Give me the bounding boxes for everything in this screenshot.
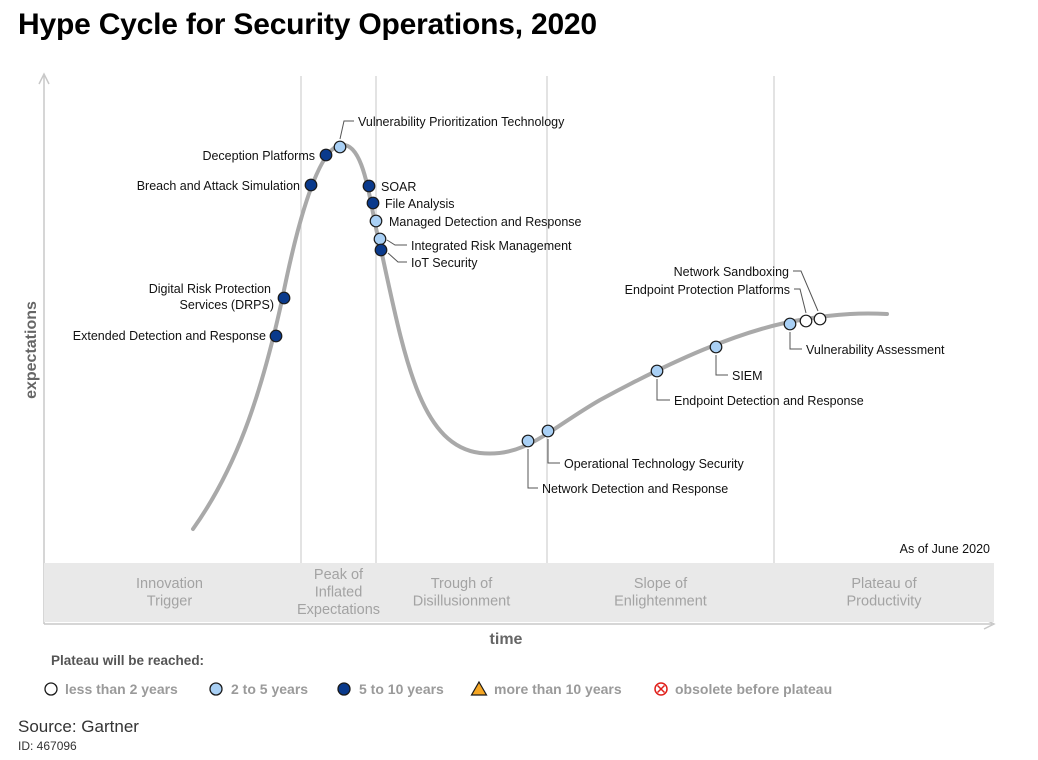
leader-vulnerability-assessment	[789, 332, 802, 350]
phase-band	[44, 563, 994, 622]
source-label: Source: Gartner	[18, 717, 139, 736]
tech-label-network-detection-and-response: Network Detection and Response	[542, 482, 728, 496]
phase-label-innovation-trigger: Innovation Trigger	[136, 576, 203, 610]
y-axis-arrow	[38, 72, 50, 85]
leader-endpoint-detection-and-response	[656, 379, 670, 401]
leader-integrated-risk-management	[386, 239, 407, 246]
marker-iot-security	[374, 243, 388, 257]
legend-symbol-5-to-10-years	[337, 682, 351, 696]
tech-label-digital-risk-protection-services-drps-2: Services (DRPS)	[180, 298, 274, 312]
marker-vulnerability-assessment	[783, 317, 797, 331]
tech-label-breach-and-attack-simulation: Breach and Attack Simulation	[137, 179, 300, 193]
marker-soar	[362, 179, 376, 193]
marker-network-detection-and-response	[521, 434, 535, 448]
x-axis-label: time	[490, 631, 523, 648]
tech-label-siem: SIEM	[732, 369, 763, 383]
marker-endpoint-protection-platforms	[799, 314, 813, 328]
leader-siem	[715, 355, 728, 376]
tech-label-soar: SOAR	[381, 180, 416, 194]
marker-operational-technology-security	[541, 424, 555, 438]
document-id: ID: 467096	[18, 739, 77, 753]
chart-title: Hype Cycle for Security Operations, 2020	[18, 8, 597, 41]
tech-label-vulnerability-prioritization-technology: Vulnerability Prioritization Technology	[358, 115, 565, 129]
leader-endpoint-protection-platforms	[794, 288, 807, 314]
tech-label-vulnerability-assessment: Vulnerability Assessment	[806, 343, 945, 357]
tech-label-integrated-risk-management: Integrated Risk Management	[411, 239, 572, 253]
legend-symbol-cross	[656, 684, 666, 694]
tech-label-network-sandboxing: Network Sandboxing	[674, 265, 789, 279]
marker-integrated-risk-management	[373, 232, 387, 246]
tech-label-endpoint-protection-platforms: Endpoint Protection Platforms	[625, 283, 790, 297]
marker-endpoint-detection-and-response	[650, 364, 664, 378]
as-of-note: As of June 2020	[900, 542, 990, 556]
tech-label-endpoint-detection-and-response: Endpoint Detection and Response	[674, 394, 864, 408]
tech-label-iot-security: IoT Security	[411, 256, 478, 270]
tech-label-operational-technology-security: Operational Technology Security	[564, 457, 744, 471]
leader-network-detection-and-response	[527, 449, 538, 489]
legend-title: Plateau will be reached:	[51, 653, 204, 668]
phase-label-slope-of-enlightenment: Slope of Enlightenment	[614, 576, 707, 610]
phase-label-peak-of-inflated-expectations: Peak of Inflated Expectations	[297, 567, 380, 618]
legend-label-5-to-10-years: 5 to 10 years	[359, 681, 444, 697]
legend-label-2-to-5-years: 2 to 5 years	[231, 681, 308, 697]
marker-extended-detection-and-response	[269, 329, 283, 343]
marker-network-sandboxing	[813, 312, 827, 326]
tech-label-extended-detection-and-response: Extended Detection and Response	[73, 329, 266, 343]
legend-label-less-than-2-years: less than 2 years	[65, 681, 178, 697]
legend-symbol-more-than-10-years	[470, 680, 488, 696]
legend-symbol-2-to-5-years	[209, 682, 223, 696]
marker-managed-detection-and-response	[369, 214, 383, 228]
y-axis-label: expectations	[23, 301, 40, 399]
legend-symbol-less-than-2-years	[44, 682, 58, 696]
legend-label-more-than-10-years: more than 10 years	[494, 681, 622, 697]
tech-label-file-analysis: File Analysis	[385, 197, 454, 211]
leader-network-sandboxing	[793, 270, 819, 312]
marker-breach-and-attack-simulation	[304, 178, 318, 192]
marker-digital-risk-protection-services-drps	[277, 291, 291, 305]
legend-label-obsolete-before-plateau: obsolete before plateau	[675, 681, 832, 697]
marker-deception-platforms	[319, 148, 333, 162]
hype-curve	[191, 142, 889, 531]
leader-vulnerability-prioritization-technology	[339, 120, 354, 140]
marker-vulnerability-prioritization-technology	[333, 140, 347, 154]
tech-label-digital-risk-protection-services-drps-1: Digital Risk Protection	[149, 282, 271, 296]
leader-operational-technology-security	[547, 439, 560, 464]
tech-label-managed-detection-and-response: Managed Detection and Response	[389, 215, 582, 229]
phase-label-trough-of-disillusionment: Trough of Disillusionment	[413, 576, 511, 610]
tech-label-deception-platforms: Deception Platforms	[202, 149, 315, 163]
marker-siem	[709, 340, 723, 354]
leader-iot-security	[387, 252, 407, 263]
marker-file-analysis	[366, 196, 380, 210]
phase-label-plateau-of-productivity: Plateau of Productivity	[847, 576, 923, 610]
